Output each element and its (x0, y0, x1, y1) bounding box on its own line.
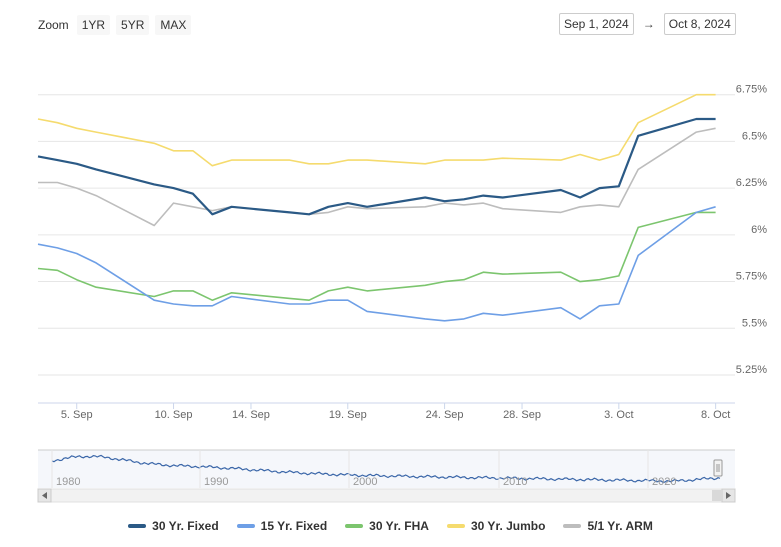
legend-label: 30 Yr. Jumbo (470, 519, 546, 533)
x-tick-label: 24. Sep (426, 409, 464, 421)
series-line-30yr-fixed (37, 117, 716, 216)
x-tick-label: 3. Oct (604, 409, 633, 421)
scroll-left-icon (42, 492, 47, 499)
navigator-scrollbar[interactable] (37, 488, 736, 503)
series-line-30yr-fha (37, 211, 716, 301)
y-tick-label: 5.5% (742, 317, 767, 329)
x-axis-labels: 5. Sep 10. Sep 14. Sep 19. Sep 24. Sep 28. Se… (61, 409, 730, 421)
navigator-year-label: 2020 (652, 476, 676, 488)
date-range: Sep 1, 2024 → Oct 8, 2024 (559, 13, 736, 35)
legend-swatch (128, 524, 147, 528)
x-tick-label: 28. Sep (503, 409, 541, 421)
navigator[interactable]: 1980 1990 2000 2010 2020 (38, 449, 735, 488)
legend-label: 30 Yr. FHA (369, 519, 429, 533)
y-tick-label: 6.25% (736, 177, 767, 189)
navigator-background (38, 450, 735, 488)
legend-swatch (446, 524, 465, 528)
x-axis-ticks (76, 403, 717, 409)
range-from-input[interactable]: Sep 1, 2024 (559, 13, 634, 35)
x-tick-label: 10. Sep (155, 409, 193, 421)
range-arrow-icon: → (642, 17, 655, 31)
range-to-input[interactable]: Oct 8, 2024 (663, 13, 736, 35)
navigator-year-label: 1980 (56, 476, 80, 488)
scrollbar-thumb[interactable] (712, 490, 722, 501)
scroll-right-icon (726, 492, 731, 499)
navigator-year-label: 2010 (503, 476, 527, 488)
legend: 30 Yr. Fixed 15 Yr. Fixed 30 Yr. FHA 30 … (0, 519, 781, 533)
series-line-30yr-jumbo (37, 93, 716, 167)
y-axis-labels: 5.25% 5.5% 5.75% 6% 6.25% 6.5% 6.75% (736, 84, 767, 376)
zoom-1yr-button[interactable]: 1YR (76, 15, 111, 35)
y-tick-label: 6% (751, 224, 767, 236)
y-tick-label: 6.5% (742, 130, 767, 142)
zoom-5yr-button[interactable]: 5YR (116, 15, 150, 35)
legend-item-30yr-fixed[interactable]: 30 Yr. Fixed (128, 519, 219, 533)
legend-swatch (236, 524, 255, 528)
x-tick-label: 8. Oct (701, 409, 730, 421)
x-tick-label: 19. Sep (329, 409, 367, 421)
legend-item-30yr-jumbo[interactable]: 30 Yr. Jumbo (446, 519, 546, 533)
legend-swatch (563, 524, 582, 528)
zoom-max-button[interactable]: MAX (155, 15, 192, 35)
series-line-15yr-fixed (37, 206, 716, 322)
navigator-handle[interactable] (713, 459, 723, 477)
y-tick-label: 5.75% (736, 271, 767, 283)
scrollbar-track[interactable] (37, 488, 736, 503)
y-tick-label: 6.75% (736, 84, 767, 96)
y-gridlines (38, 94, 735, 376)
navigator-year-labels: 1980 1990 2000 2010 2020 (51, 450, 676, 488)
legend-item-15yr-fixed[interactable]: 15 Yr. Fixed (236, 519, 328, 533)
navigator-year-label: 2000 (353, 476, 377, 488)
legend-label: 5/1 Yr. ARM (587, 519, 653, 533)
legend-item-30yr-fha[interactable]: 30 Yr. FHA (345, 519, 429, 533)
navigator-series-line (51, 454, 721, 484)
x-tick-label: 14. Sep (232, 409, 270, 421)
navigator-year-label: 1990 (204, 476, 228, 488)
zoom-bar: Zoom 1YR 5YR MAX (38, 14, 192, 36)
legend-swatch (345, 524, 364, 528)
legend-item-5-1-arm[interactable]: 5/1 Yr. ARM (563, 519, 653, 533)
x-tick-label: 5. Sep (61, 409, 93, 421)
series-line-5-1-arm (38, 127, 716, 227)
series-lines (37, 93, 716, 322)
y-tick-label: 5.25% (736, 364, 767, 376)
legend-label: 30 Yr. Fixed (152, 519, 219, 533)
zoom-label: Zoom (38, 18, 69, 32)
legend-label: 15 Yr. Fixed (260, 519, 328, 533)
